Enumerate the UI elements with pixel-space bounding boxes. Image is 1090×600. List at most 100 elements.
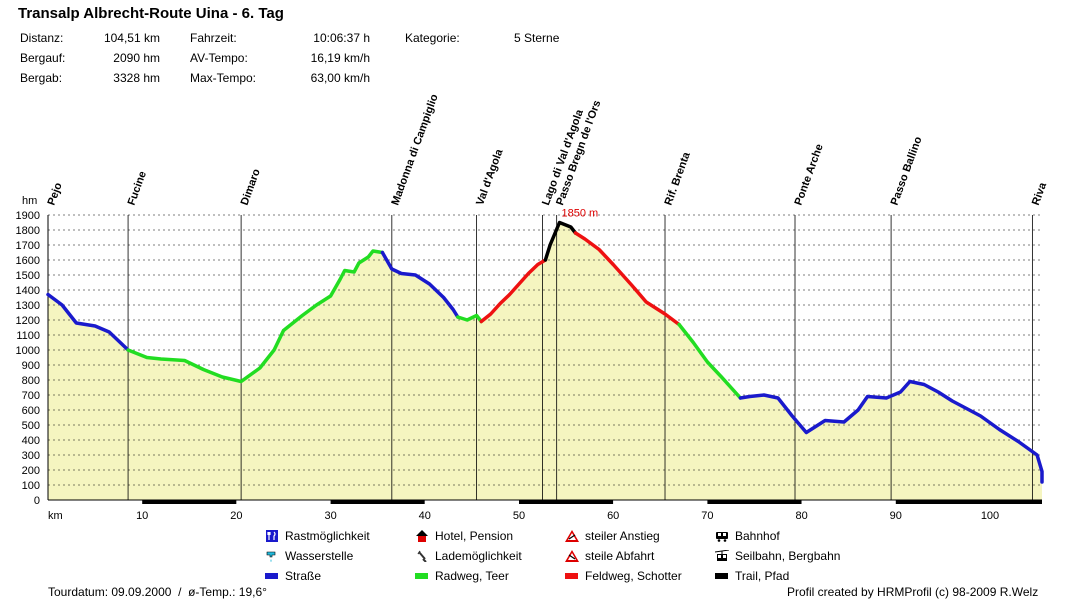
legend-label: Hotel, Pension xyxy=(435,529,514,543)
y-tick-label: 1100 xyxy=(16,330,40,342)
x-tick-label: 80 xyxy=(795,510,807,522)
y-axis-label: hm xyxy=(22,195,37,207)
y-tick-label: 1400 xyxy=(16,285,40,297)
scale-bar-segment xyxy=(990,500,1042,504)
waypoint-label: Ponte Arche xyxy=(793,142,826,207)
y-tick-label: 1200 xyxy=(16,315,40,327)
waypoint-label: Riva xyxy=(1030,180,1050,207)
scale-bar-segment xyxy=(142,500,237,504)
scale-bar-segment xyxy=(330,500,425,504)
scale-bar-segment xyxy=(707,500,802,504)
legend-label: Bahnhof xyxy=(735,529,780,543)
x-tick-label: 90 xyxy=(890,510,902,522)
scale-bar-segment xyxy=(236,500,331,504)
y-tick-label: 1500 xyxy=(16,270,40,282)
x-tick-label: 40 xyxy=(419,510,431,522)
plug-icon xyxy=(417,550,427,562)
legend-label: steile Abfahrt xyxy=(585,549,655,563)
cable-car-icon xyxy=(715,550,729,561)
scale-bar-segment xyxy=(424,500,519,504)
y-tick-label: 0 xyxy=(34,495,40,507)
x-tick-label: 20 xyxy=(230,510,242,522)
profile-segment xyxy=(479,258,548,324)
y-tick-label: 1600 xyxy=(16,255,40,267)
scale-bar-segment xyxy=(613,500,708,504)
y-tick-label: 700 xyxy=(22,390,40,402)
warning-down-icon xyxy=(565,550,579,562)
stat-kategorie-label: Kategorie: xyxy=(405,31,460,45)
x-tick-label: 60 xyxy=(607,510,619,522)
y-tick-label: 500 xyxy=(22,420,40,432)
y-tick-label: 1700 xyxy=(16,240,40,252)
profile-segment xyxy=(738,379,1044,484)
fork-knife-icon xyxy=(266,530,278,542)
x-tick-label: 70 xyxy=(701,510,713,522)
stat-avtempo-label: AV-Tempo: xyxy=(190,51,248,65)
profile-fill xyxy=(48,222,1042,500)
y-tick-label: 1800 xyxy=(16,225,40,237)
y-tick-label: 300 xyxy=(22,450,40,462)
waypoint-label: Passo Ballino xyxy=(889,135,925,207)
train-icon xyxy=(716,532,728,542)
house-icon xyxy=(416,530,428,542)
profile-segment xyxy=(677,322,743,400)
y-tick-label: 1900 xyxy=(16,210,40,222)
x-tick-label: 30 xyxy=(324,510,336,522)
waypoint-label: Pejo xyxy=(46,181,65,207)
profile-segment xyxy=(543,220,578,262)
legend-label: Rastmöglichkeit xyxy=(285,529,370,543)
y-tick-label: 400 xyxy=(22,435,40,447)
scale-bar-segment xyxy=(48,500,143,504)
line-blue-icon xyxy=(265,573,278,579)
footer-credits: Profil created by HRMProfil (c) 98-2009 … xyxy=(787,585,1039,599)
waypoint-label: Madonna di Campiglio xyxy=(389,92,441,207)
profile-segment xyxy=(456,313,484,324)
page-title: Transalp Albrecht-Route Uina - 6. Tag xyxy=(18,5,284,22)
waypoint-label: Dimaro xyxy=(239,167,263,207)
legend-label: Straße xyxy=(285,569,322,583)
stat-fahrzeit-label: Fahrzeit: xyxy=(190,31,237,45)
y-tick-label: 1300 xyxy=(16,300,40,312)
line-red-icon xyxy=(565,573,578,579)
legend-label: Trail, Pfad xyxy=(735,569,790,583)
stat-kategorie-value: 5 Sterne xyxy=(514,31,560,45)
stat-bergauf-value: 2090 hm xyxy=(113,51,160,65)
stat-fahrzeit-value: 10:06:37 h xyxy=(313,31,370,45)
profile-segment xyxy=(573,231,681,327)
waypoint-label: Fucine xyxy=(126,170,149,207)
water-tap-icon xyxy=(266,551,276,562)
stat-avtempo-value: 16,19 km/h xyxy=(310,51,370,65)
line-black-icon xyxy=(715,573,728,579)
stat-bergab-label: Bergab: xyxy=(20,71,63,85)
profile-segment xyxy=(46,292,130,352)
x-tick-label: 10 xyxy=(136,510,148,522)
line-green-icon xyxy=(415,573,428,579)
legend-label: Seilbahn, Bergbahn xyxy=(735,549,841,563)
y-tick-label: 600 xyxy=(22,405,40,417)
stat-distanz-label: Distanz: xyxy=(20,31,64,45)
scale-bar-segment xyxy=(895,500,990,504)
x-axis-label: km xyxy=(48,510,63,522)
y-tick-label: 100 xyxy=(22,480,40,492)
x-tick-label: 100 xyxy=(981,510,999,522)
y-tick-label: 900 xyxy=(22,360,40,372)
y-tick-label: 800 xyxy=(22,375,40,387)
x-tick-label: 50 xyxy=(513,510,525,522)
stat-maxtempo-value: 63,00 km/h xyxy=(310,71,370,85)
stat-bergauf-label: Bergauf: xyxy=(20,51,66,65)
warning-up-icon xyxy=(565,530,579,542)
y-tick-label: 1000 xyxy=(16,345,40,357)
profile-segment xyxy=(380,250,460,319)
stat-bergab-value: 3328 hm xyxy=(113,71,160,85)
waypoint-label: Val d'Agola xyxy=(474,147,506,207)
profile-segment xyxy=(126,249,385,384)
legend-label: Radweg, Teer xyxy=(435,569,509,583)
scale-bar-segment xyxy=(801,500,896,504)
stat-distanz-value: 104,51 km xyxy=(103,31,160,45)
stat-maxtempo-label: Max-Tempo: xyxy=(190,71,257,85)
legend-label: steiler Anstieg xyxy=(585,529,660,543)
waypoint-label: Rif. Brenta xyxy=(663,150,694,207)
legend-label: Wasserstelle xyxy=(285,549,354,563)
footer-tour-info: Tourdatum: 09.09.2000 / ø-Temp.: 19,6° xyxy=(48,585,267,599)
